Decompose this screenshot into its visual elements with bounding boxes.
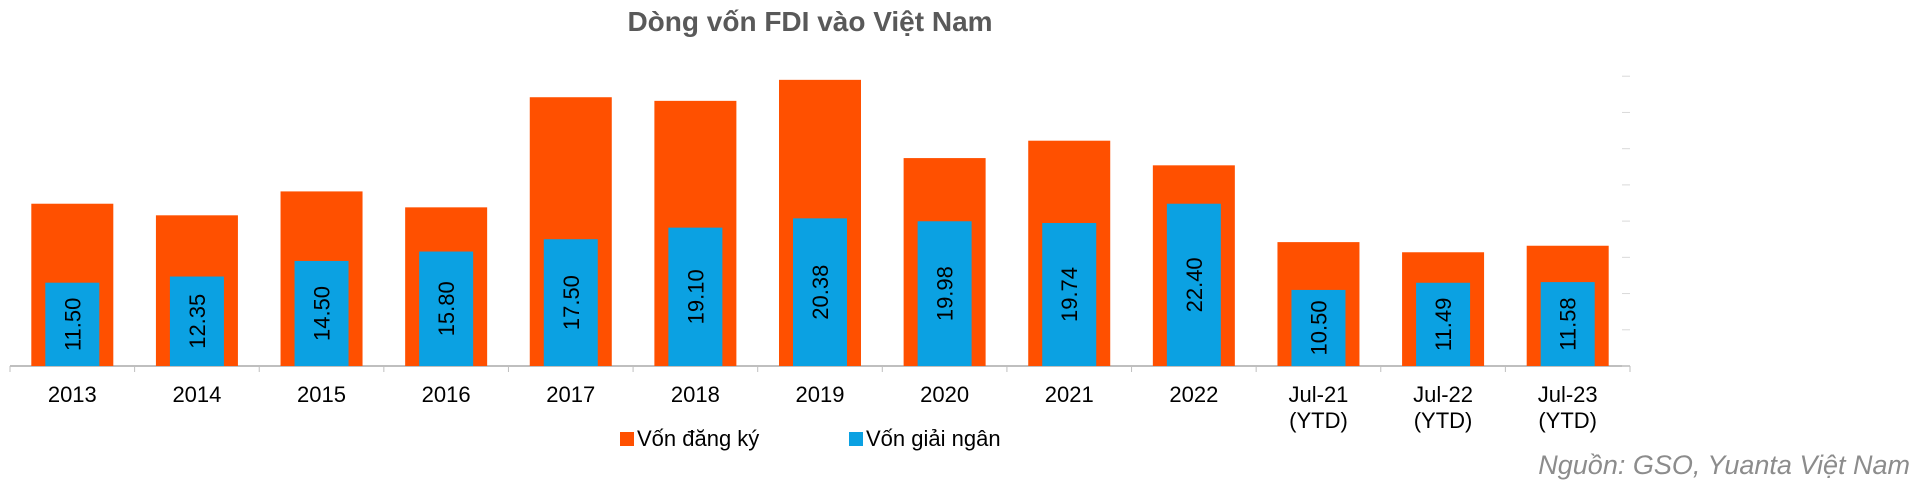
legend-swatch-disbursed <box>849 432 863 446</box>
x-tick-label: (YTD) <box>1414 408 1473 433</box>
x-tick-label: Jul-23 <box>1538 382 1598 407</box>
legend: Vốn đăng ký Vốn giải ngân <box>620 426 1001 451</box>
bar-disbursed <box>793 218 847 366</box>
data-label-disbursed: 11.58 <box>1556 297 1581 350</box>
x-tick-label: Jul-22 <box>1413 382 1473 407</box>
x-tick-label: 2019 <box>796 382 845 407</box>
x-tick-label: 2022 <box>1169 382 1218 407</box>
bar-disbursed <box>1416 282 1471 366</box>
x-tick-label: (YTD) <box>1289 408 1348 433</box>
data-label-disbursed: 22.40 <box>1182 257 1207 312</box>
x-tick-label: 2016 <box>422 382 471 407</box>
bar-disbursed <box>294 260 349 366</box>
bar-disbursed <box>668 227 723 366</box>
legend-swatch-registered <box>620 432 634 446</box>
axis-layer: 2013 2014 2015 2016 2017 2018 2019 2020 2021 2022… <box>9 75 1631 433</box>
bars-layer <box>31 79 1609 366</box>
bar-disbursed <box>1540 282 1595 366</box>
bar-disbursed <box>917 221 972 366</box>
data-label-disbursed: 20.38 <box>808 265 833 320</box>
data-label-disbursed: 19.74 <box>1057 267 1082 322</box>
x-tick-label: (YTD) <box>1538 408 1597 433</box>
x-tick-label: 2020 <box>920 382 969 407</box>
labels-layer: 11.50 12.35 14.50 15.80 17.50 19.10 20.38 19.98… <box>60 257 1580 355</box>
bar-disbursed <box>45 282 100 366</box>
data-label-disbursed: 15.80 <box>434 281 459 336</box>
data-label-disbursed: 19.10 <box>683 269 708 324</box>
chart-title: Dòng vốn FDI vào Việt Nam <box>627 6 992 37</box>
bar-disbursed <box>1291 289 1346 366</box>
x-tick-label: 2018 <box>671 382 720 407</box>
x-tick-label: 2021 <box>1045 382 1094 407</box>
legend-label-registered: Vốn đăng ký <box>637 426 759 451</box>
x-tick-label: 2015 <box>297 382 346 407</box>
bar-disbursed <box>1166 203 1221 366</box>
data-label-disbursed: 10.50 <box>1306 300 1331 355</box>
bar-disbursed <box>419 251 474 366</box>
bar-disbursed <box>543 239 598 366</box>
data-label-disbursed: 11.49 <box>1431 298 1456 351</box>
bar-disbursed <box>169 276 224 366</box>
data-label-disbursed: 14.50 <box>310 286 335 341</box>
data-label-disbursed: 19.98 <box>933 266 958 321</box>
data-label-disbursed: 11.50 <box>60 298 85 351</box>
bar-disbursed <box>1042 222 1097 366</box>
x-tick-label: 2013 <box>48 382 97 407</box>
x-tick-label: 2014 <box>172 382 221 407</box>
x-tick-label: Jul-21 <box>1289 382 1349 407</box>
x-tick-label: 2017 <box>546 382 595 407</box>
source-note: Nguồn: GSO, Yuanta Việt Nam <box>1538 450 1910 480</box>
legend-label-disbursed: Vốn giải ngân <box>866 426 1001 451</box>
data-label-disbursed: 17.50 <box>559 275 584 330</box>
data-label-disbursed: 12.35 <box>185 294 210 349</box>
